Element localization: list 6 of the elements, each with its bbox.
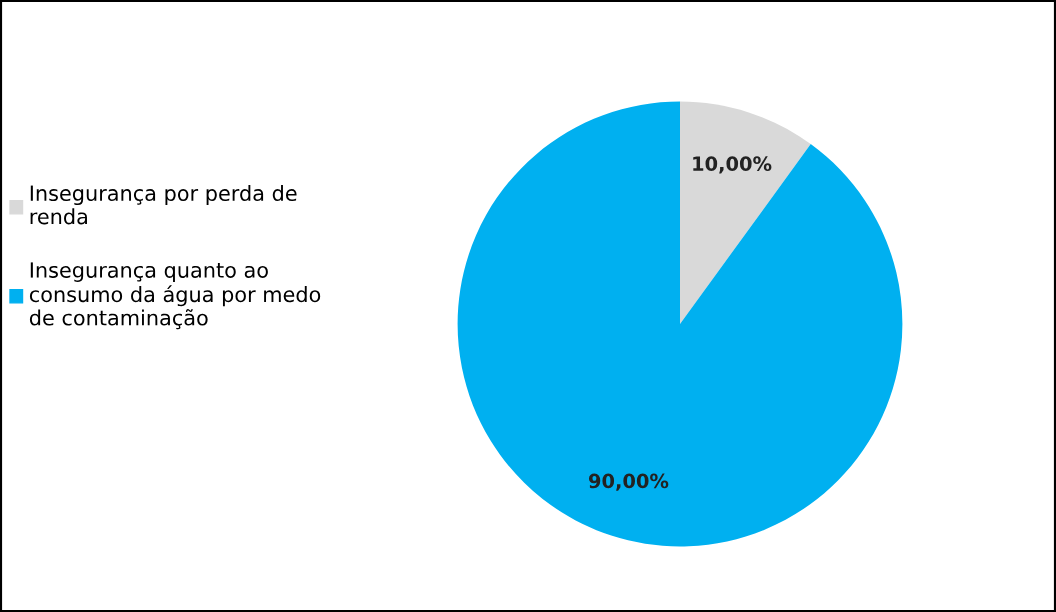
data-label: 90,00% xyxy=(588,473,669,491)
pie-slice xyxy=(680,101,811,324)
legend-label: Insegurança quanto ao consumo da água por medo de contaminação xyxy=(29,262,321,330)
data-label: 10,00% xyxy=(693,156,772,174)
legend-label: Insegurança por perda de renda xyxy=(30,184,297,225)
pie-slice xyxy=(457,101,903,547)
